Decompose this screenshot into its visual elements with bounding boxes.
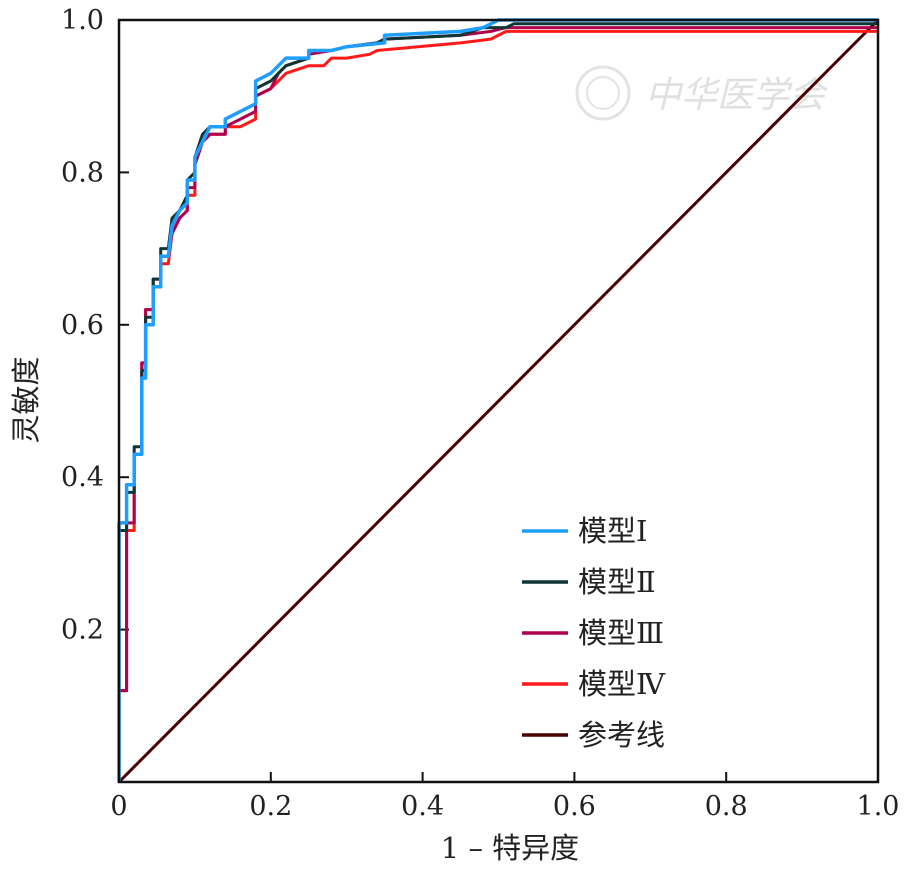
watermark: 中华医学会 xyxy=(575,65,829,121)
watermark-seal-inner-icon xyxy=(586,76,620,110)
y-tick-label: 0.8 xyxy=(61,157,104,188)
y-axis-label: 灵敏度 xyxy=(9,356,43,443)
series-line-1 xyxy=(117,18,878,782)
x-tick-label: 0.6 xyxy=(553,791,596,822)
plot-frame xyxy=(117,18,880,784)
watermark-text: 中华医学会 xyxy=(645,75,829,116)
legend-label: 模型Ⅲ xyxy=(578,616,664,650)
y-tick-label: 0.2 xyxy=(61,615,104,646)
x-tick-label: 0 xyxy=(110,791,127,822)
plot-series xyxy=(117,18,880,784)
y-tick-label: 1.0 xyxy=(61,5,104,36)
legend-label: 模型Ⅳ xyxy=(578,667,666,701)
x-tick-label: 0.2 xyxy=(249,791,292,822)
x-tick-label: 0.8 xyxy=(705,791,748,822)
x-tick-label: 1.0 xyxy=(857,791,900,822)
y-tick-label: 0.6 xyxy=(61,310,104,341)
axis-ticks: 0 0.2 0.4 0.6 0.8 1.0 0.2 0.4 0.6 0.8 1.0 xyxy=(61,5,899,822)
legend-label: 模型Ⅰ xyxy=(578,514,647,548)
x-tick-label: 0.4 xyxy=(401,791,444,822)
x-axis-label: 1 – 特异度 xyxy=(441,831,579,865)
watermark-seal-icon xyxy=(575,65,631,121)
series-line-5 xyxy=(117,18,880,784)
y-tick-label: 0.4 xyxy=(61,462,104,493)
legend: 模型Ⅰ 模型Ⅱ 模型Ⅲ 模型Ⅳ 参考线 xyxy=(522,514,666,752)
legend-label: 模型Ⅱ xyxy=(578,565,656,599)
legend-label: 参考线 xyxy=(578,718,665,752)
